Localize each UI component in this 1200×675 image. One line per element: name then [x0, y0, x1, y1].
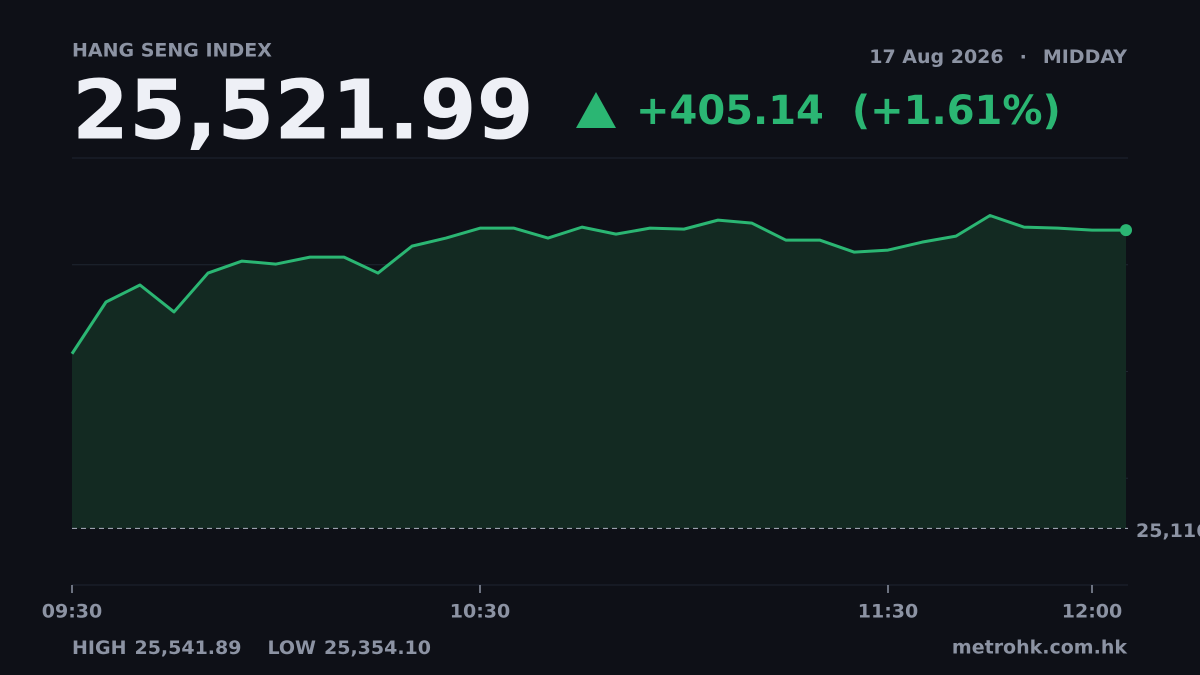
- change-pct: (+1.61%): [852, 88, 1061, 134]
- line: [70, 214, 1126, 355]
- date: 17 Aug 2026: [869, 46, 1003, 68]
- reference-label: 25,116.85: [1136, 520, 1200, 542]
- low-label: LOW: [267, 637, 316, 659]
- up-arrow: [576, 92, 616, 128]
- x-tick-label: 11:30: [858, 601, 918, 623]
- last-price: 25,521.99: [72, 63, 534, 158]
- x-tick-label: 12:00: [1062, 601, 1122, 623]
- change: +405.14: [636, 88, 824, 134]
- range-line: HIGH 25,541.89 LOW 25,354.10: [72, 637, 431, 659]
- change-line: +405.14 (+1.61%): [636, 88, 1061, 134]
- area: [72, 215, 1126, 529]
- source: metrohk.com.hk: [952, 637, 1127, 659]
- high: 25,541.89: [134, 637, 241, 659]
- last-point: [1120, 224, 1132, 237]
- index-name: HANG SENG INDEX: [72, 40, 272, 62]
- session-line: 17 Aug 2026 · MIDDAY: [869, 46, 1127, 68]
- separator: ·: [1020, 46, 1027, 68]
- session: MIDDAY: [1043, 46, 1127, 68]
- low: 25,354.10: [324, 637, 431, 659]
- x-tick-label: 10:30: [450, 601, 510, 623]
- high-label: HIGH: [72, 637, 126, 659]
- x-tick-label: 09:30: [42, 601, 102, 623]
